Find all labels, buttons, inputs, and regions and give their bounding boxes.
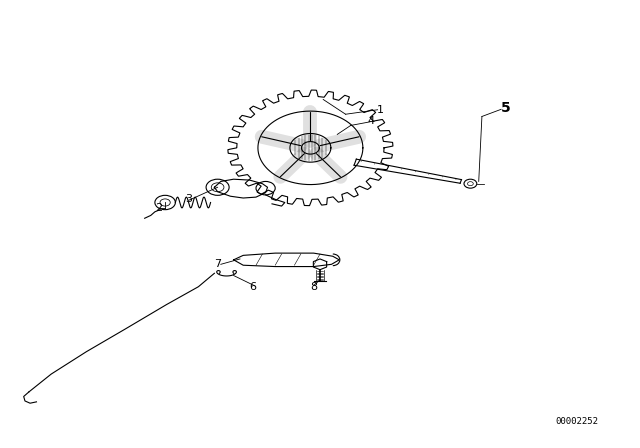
Text: 00002252: 00002252 xyxy=(556,418,598,426)
Text: 5: 5 xyxy=(500,100,511,115)
Text: 8: 8 xyxy=(310,282,317,292)
Text: 1: 1 xyxy=(378,105,384,115)
Text: 3: 3 xyxy=(186,194,192,204)
Text: 6: 6 xyxy=(250,282,256,292)
Text: 4: 4 xyxy=(367,116,375,126)
Text: 2: 2 xyxy=(155,203,163,213)
Text: 7: 7 xyxy=(214,259,221,269)
